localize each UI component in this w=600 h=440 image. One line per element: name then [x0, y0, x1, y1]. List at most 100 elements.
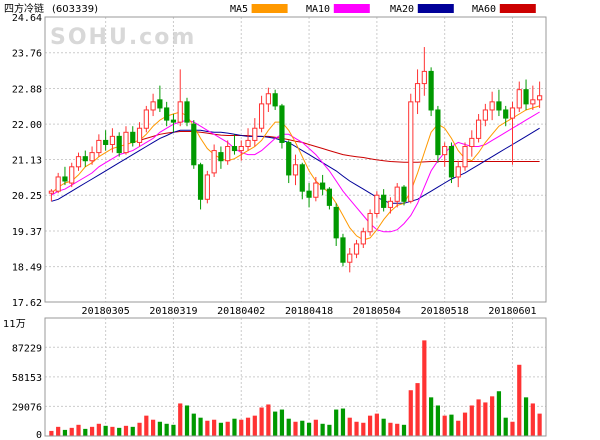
volume-bar	[191, 413, 196, 436]
volume-bar	[456, 420, 461, 436]
date-tick-label: 20180402	[217, 306, 265, 317]
volume-bar	[510, 421, 515, 436]
volume-bar	[361, 422, 366, 436]
candle-body	[177, 101, 183, 123]
candle-body	[69, 166, 75, 184]
candle-body	[421, 70, 427, 85]
volume-bar	[273, 411, 278, 436]
volume-bar	[69, 427, 74, 436]
candle-body	[381, 194, 387, 208]
volume-tick-label: 87229	[12, 343, 42, 354]
candle-body	[103, 139, 109, 145]
price-tick-label: 17.62	[12, 298, 42, 309]
candle-body	[320, 182, 326, 190]
candle-body	[82, 156, 88, 162]
price-tick-label: 22.00	[12, 120, 42, 131]
candle-body	[360, 231, 366, 245]
volume-bar	[523, 397, 529, 436]
date-tick-label: 20180418	[285, 306, 333, 317]
volume-bar	[537, 413, 542, 436]
candle-body	[414, 83, 421, 103]
candle-body	[272, 93, 278, 107]
legend: MA5 MA10 MA20 MA60	[230, 4, 536, 15]
volume-bar	[103, 425, 108, 436]
volume-bar	[205, 420, 210, 436]
volume-bar	[151, 419, 156, 436]
candle-body	[530, 99, 536, 105]
candle-body	[448, 146, 455, 178]
candle-body	[462, 146, 468, 168]
candle-body	[455, 166, 461, 178]
volume-bar	[476, 399, 481, 436]
candle-body	[218, 152, 224, 162]
candle-body	[197, 164, 204, 200]
price-tick-label: 22.88	[12, 84, 42, 95]
volume-panel-frame	[44, 317, 547, 437]
watermark-logo: SOHU.com	[50, 25, 196, 50]
candle-body	[164, 107, 170, 121]
candle-body	[394, 186, 400, 202]
candle-body	[184, 101, 190, 123]
candle-body	[48, 190, 54, 194]
volume-bar	[279, 409, 285, 436]
volume-bar	[367, 415, 373, 436]
volume-bar	[496, 391, 502, 436]
legend-swatch-ma10	[333, 4, 370, 13]
volume-bar	[164, 423, 169, 436]
volume-bar	[381, 418, 386, 436]
volume-bar	[429, 397, 434, 436]
candle-body	[428, 70, 434, 111]
volume-bar	[327, 424, 332, 436]
candle-body	[130, 131, 136, 143]
legend-label-ma5: MA5	[230, 4, 248, 15]
volume-bar	[422, 340, 427, 436]
volume-bar	[218, 422, 224, 436]
volume-bar	[252, 415, 257, 436]
volume-bar	[293, 421, 298, 436]
price-tick-label: 24.64	[12, 13, 42, 24]
stock-code: (603339)	[52, 4, 98, 15]
candle-body	[231, 146, 238, 152]
ma60-line	[139, 131, 540, 163]
volume-bar	[354, 421, 359, 436]
volume-bar	[62, 429, 68, 436]
candle-body	[109, 135, 116, 145]
volume-tick-label: 58153	[12, 373, 42, 384]
candle-body	[89, 152, 95, 162]
volume-bar	[225, 421, 230, 436]
price-axis: 24.64 23.76 22.88 22.00 21.13 20.25 19.37 18.49…	[12, 13, 42, 309]
candle-body	[374, 194, 380, 214]
volume-bar	[137, 422, 142, 436]
candle-body	[489, 101, 495, 111]
candle-body	[408, 101, 414, 202]
candle-body	[157, 99, 163, 109]
volume-bar	[198, 417, 203, 436]
candle-body	[509, 107, 516, 119]
volume-bar	[449, 414, 454, 436]
volume-bar	[89, 426, 95, 436]
candle-body	[75, 156, 82, 168]
legend-swatch-ma5	[251, 4, 288, 13]
volume-bar	[83, 428, 88, 436]
volume-bar	[517, 364, 522, 436]
volume-bar	[49, 430, 54, 436]
candle-body	[258, 103, 265, 129]
candle-body	[537, 95, 543, 101]
price-tick-label: 19.37	[12, 227, 42, 238]
volume-bar	[212, 419, 217, 436]
volume-bar	[347, 417, 352, 436]
candle-body	[401, 186, 407, 202]
price-panel-frame	[44, 16, 547, 303]
volume-unit-label: 11万	[3, 319, 26, 330]
legend-label-ma10: MA10	[306, 4, 330, 15]
candle-body	[225, 146, 231, 162]
candle-body	[496, 101, 502, 111]
candle-body	[347, 253, 353, 263]
candle-body	[503, 109, 509, 119]
volume-bar	[469, 405, 474, 436]
candle-body	[191, 123, 197, 166]
volume-bar	[313, 419, 318, 436]
candle-body	[326, 188, 333, 206]
candle-body	[62, 176, 68, 182]
volume-bar	[184, 405, 190, 436]
